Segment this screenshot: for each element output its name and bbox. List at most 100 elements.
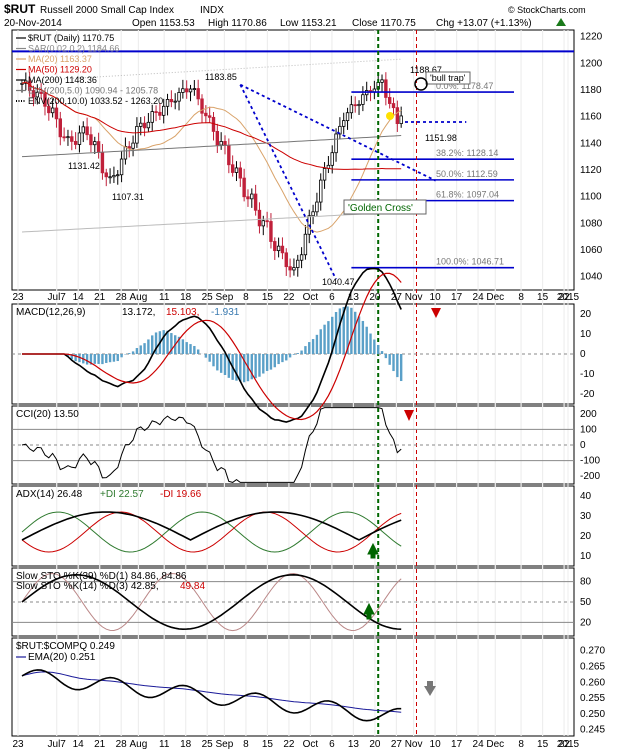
x-tick-label-top: Oct [303,292,319,303]
macd-hist-bar [94,354,96,364]
x-tick-label-bottom: 13 [348,739,360,750]
adx-y-tick: 30 [580,511,592,522]
price-y-tick: 1220 [580,32,603,43]
candle-body [101,152,104,172]
candle-body [174,101,177,102]
candle-body [350,105,353,113]
price-legend-item: $RUT (Daily) 1170.75 [28,33,114,43]
x-tick-label-bottom: Jul7 [48,739,67,750]
sto-title-2: Slow STO %K(14) %D(3) 42.85, [16,581,159,592]
macd-hist-bar [262,354,264,374]
macd-v1: 13.172, [122,307,155,318]
cci-y-tick: 200 [580,409,597,420]
candle-body [182,89,185,93]
macd-hist-bar [327,321,329,354]
price-y-tick: 1060 [580,245,603,256]
macd-hist-bar [358,316,360,354]
candle-body [285,253,288,267]
high-label: High 1170.86 [208,18,267,29]
ratio-title: $RUT:$COMPQ 0.249 [16,641,115,652]
x-tick-label-top: Aug [130,292,148,303]
date-label: 20-Nov-2014 [4,18,62,29]
x-tick-label-bottom: 20 [369,739,381,750]
macd-hist-bar [216,354,218,370]
candle-body [323,168,326,180]
candle-body [293,268,296,270]
candle-body [300,255,303,260]
candle-body [235,168,238,173]
x-tick-label-bottom: 28 [116,739,128,750]
candle-body [346,113,349,121]
panel-frame-ratio [12,638,574,736]
sto-title-2b: 49.84 [180,581,205,592]
candle-body [342,121,345,127]
price-y-tick: 1040 [580,272,603,283]
price-y-tick: 1180 [580,85,602,96]
macd-hist-bar [166,331,168,354]
open-label: Open 1153.53 [132,18,195,29]
annotation-pullback: 1151.98 [425,133,457,143]
price-y-tick: 1140 [580,138,602,149]
candle-body [120,159,123,175]
x-tick-label-top: Sep [216,292,234,303]
candle-body [205,113,208,116]
candle-body [289,267,292,270]
macd-hist-bar [185,342,187,354]
x-tick-label-bottom: 22 [283,739,295,750]
x-tick-label-bottom: 18 [180,739,192,750]
fib-label: 61.8%: 1097.04 [436,190,499,200]
x-tick-label-top: 15 [262,292,274,303]
fib-label: 100.0%: 1046.71 [436,257,504,267]
price-y-tick: 1100 [580,192,602,203]
x-tick-label-bottom: 10 [430,739,442,750]
x-tick-label-top: 14 [73,292,85,303]
x-tick-label-top: 13 [348,292,360,303]
candle-body [51,108,54,113]
candle-body [354,105,357,106]
candle-body [247,197,250,199]
macd-hist-bar [151,335,153,354]
macd-hist-bar [320,329,322,354]
panel-frame-adx [12,486,574,566]
sto-y-tick: 50 [580,597,592,608]
cci-title: CCI(20) 13.50 [16,409,79,420]
x-tick-label-bottom: 24 [473,739,485,750]
x-tick-label-top: Nov [405,292,423,303]
candle-body [273,241,276,250]
x-tick-label-top: 15 [537,292,549,303]
macd-hist-bar [266,354,268,371]
candle-body [166,99,169,106]
ratio-ema: EMA(20) 0.251 [28,652,96,663]
macd-hist-bar [289,354,291,357]
adx-title: ADX(14) 26.48 [16,489,83,500]
adx-plus-di: +DI 22.57 [100,489,144,500]
candle-body [381,80,384,83]
x-tick-label-bottom: 25 [202,739,214,750]
symbol-title: $RUT [4,2,36,16]
candle-body [189,89,192,92]
annotation-bull-trap: 'bull trap' [430,73,466,83]
fib-label: 50.0%: 1112.59 [436,169,498,179]
candle-body [239,168,242,178]
macd-hist-bar [270,354,272,370]
fib-label: 38.2%: 1128.14 [436,148,498,158]
x-tick-label-top: 6 [329,292,335,303]
x-tick-label-top: 10 [430,292,442,303]
candle-body [67,137,70,138]
candle-body [216,131,219,145]
candle-body [270,221,273,241]
x-tick-label-bottom: 14 [73,739,85,750]
candle-body [197,89,200,99]
up-arrow-icon [368,544,378,558]
macd-hist-bar [308,342,310,354]
candle-body [251,194,254,199]
candle-body [86,127,89,135]
macd-hist-bar [300,351,302,354]
candle-body [316,202,319,212]
x-tick-label-top: 20 [369,292,381,303]
envelope-lower-line [22,212,401,232]
candle-body [132,143,135,148]
macd-hist-bar [239,354,241,382]
